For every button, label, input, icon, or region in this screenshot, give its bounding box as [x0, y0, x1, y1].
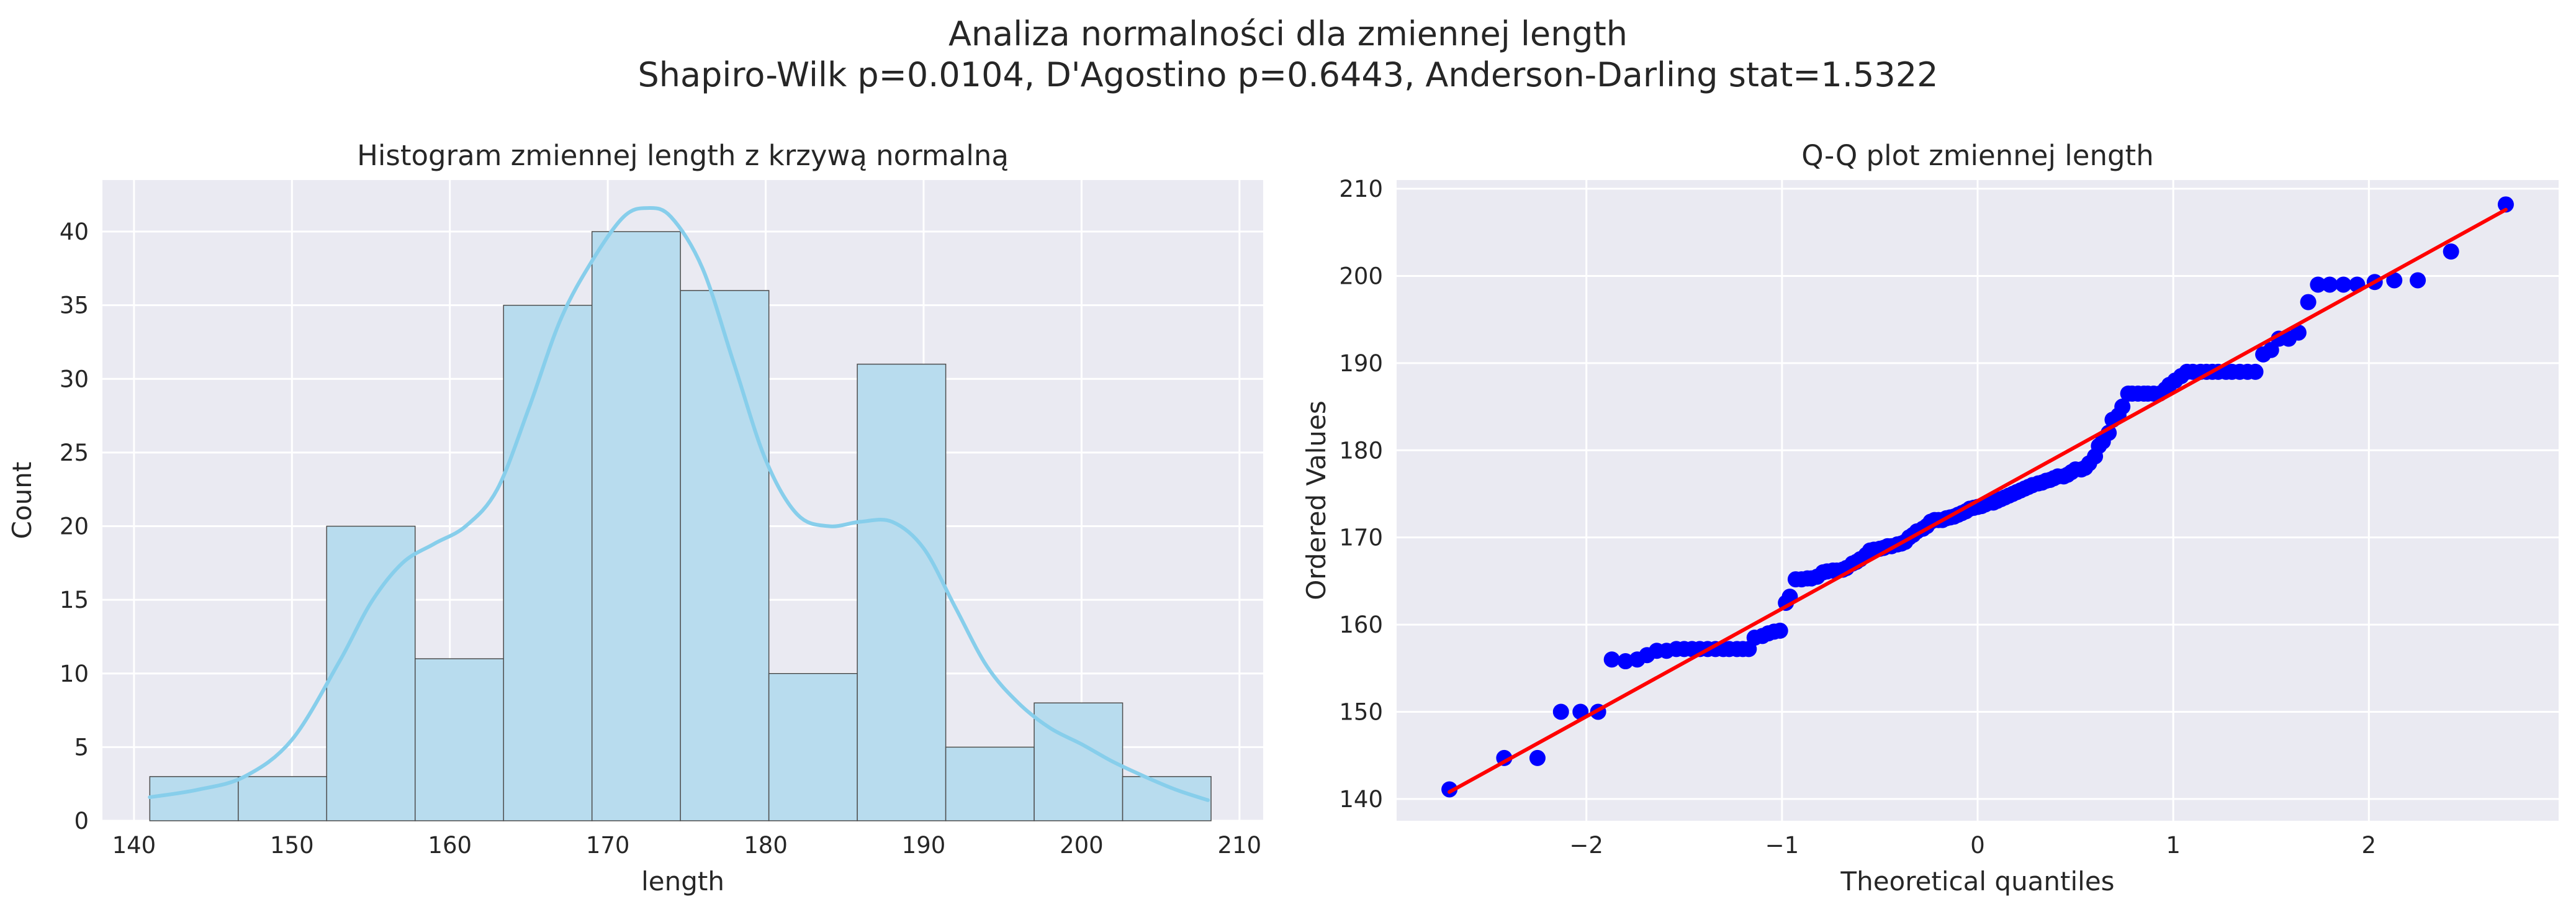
qq-panel: −2 −1 0 1 2 140 150 160 170 180 190 200 210 Q-Q plo… [1301, 139, 2559, 897]
histogram-bar [945, 746, 1035, 821]
histogram-bar [326, 525, 416, 821]
qq-point [2322, 276, 2338, 293]
histogram-bar [768, 673, 858, 821]
y-tick-label: 0 [74, 808, 89, 834]
qq-point [2114, 399, 2131, 415]
qq-point [2410, 272, 2426, 289]
qq-point [1441, 781, 1458, 798]
qq-fit-line [1448, 207, 2508, 794]
histogram-bar [238, 776, 328, 821]
qq-point [1529, 749, 1546, 766]
x-tick-label: 210 [1218, 832, 1262, 859]
y-tick-label: 15 [60, 587, 89, 613]
qq-point [2335, 276, 2352, 293]
x-tick-label: 150 [270, 832, 314, 859]
y-tick-label: 30 [60, 366, 89, 392]
qq-point [2310, 276, 2326, 293]
histogram-panel: 140 150 160 170 180 190 200 210 0 5 10 15 20 25 30 35 4… [7, 139, 1263, 897]
qq-point [2300, 294, 2317, 310]
qq-point [1772, 622, 1788, 639]
y-tick-label: 170 [1339, 525, 1383, 551]
histogram-bar [415, 658, 504, 821]
qq-point [2386, 272, 2403, 289]
y-tick-label: 10 [60, 661, 89, 687]
x-tick-label: 180 [744, 832, 788, 859]
y-tick-label: 40 [60, 219, 89, 245]
qq-x-label: Theoretical quantiles [1840, 866, 2114, 897]
x-tick-label: 190 [902, 832, 946, 859]
histogram-bar [503, 304, 593, 821]
y-tick-label: 200 [1339, 263, 1383, 289]
qq-y-label: Ordered Values [1301, 400, 1331, 600]
qq-point [1603, 651, 1620, 668]
histogram-bar [1122, 776, 1212, 821]
qq-point [2290, 324, 2307, 341]
y-tick-label: 25 [60, 440, 89, 466]
x-tick-label: 1 [2166, 832, 2181, 859]
qq-y-ticks: 140 150 160 170 180 190 200 210 [1339, 176, 1383, 813]
kde-curve [148, 206, 1210, 802]
x-tick-label: 140 [112, 832, 156, 859]
x-tick-label: −2 [1569, 832, 1603, 859]
y-tick-label: 5 [74, 734, 89, 761]
y-tick-label: 190 [1339, 350, 1383, 377]
histogram-bar [591, 231, 681, 821]
qq-point [2247, 363, 2264, 380]
y-tick-label: 20 [60, 513, 89, 540]
y-tick-label: 210 [1339, 176, 1383, 202]
x-tick-label: 2 [2362, 832, 2377, 859]
x-tick-label: 200 [1060, 832, 1104, 859]
x-tick-label: 170 [586, 832, 630, 859]
qq-x-ticks: −2 −1 0 1 2 [1569, 832, 2376, 859]
x-tick-label: 0 [1970, 832, 1985, 859]
x-tick-label: −1 [1765, 832, 1799, 859]
histogram-title: Histogram zmiennej length z krzywą norma… [357, 139, 1009, 172]
y-tick-label: 150 [1339, 698, 1383, 725]
figure-subtitle: Shapiro-Wilk p=0.0104, D'Agostino p=0.64… [637, 55, 1939, 94]
y-tick-label: 140 [1339, 786, 1383, 813]
histogram-bar [857, 363, 947, 821]
qq-point [2263, 341, 2279, 358]
histogram-y-label: Count [7, 462, 37, 540]
histogram-bars [149, 231, 1212, 821]
histogram-x-ticks: 140 150 160 170 180 190 200 210 [112, 832, 1262, 859]
histogram-y-ticks: 0 5 10 15 20 25 30 35 40 [60, 219, 89, 834]
y-tick-label: 160 [1339, 612, 1383, 638]
qq-points [1441, 196, 2514, 798]
qq-point [2497, 196, 2514, 213]
histogram-bar [1034, 702, 1124, 821]
qq-point [2443, 243, 2459, 260]
qq-point [1552, 703, 1569, 720]
figure-title: Analiza normalności dla zmiennej length [948, 14, 1628, 53]
x-tick-label: 160 [428, 832, 472, 859]
histogram-x-label: length [641, 866, 724, 897]
qq-title: Q-Q plot zmiennej length [1801, 139, 2153, 172]
y-tick-label: 35 [60, 292, 89, 319]
histogram-bar [680, 290, 770, 821]
y-tick-label: 180 [1339, 437, 1383, 464]
